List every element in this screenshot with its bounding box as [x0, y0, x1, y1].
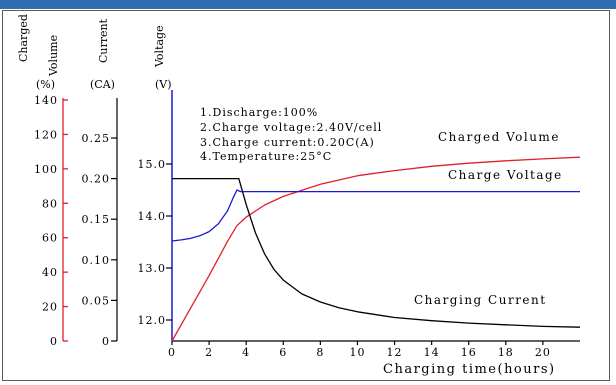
charged-tick-label: 140: [34, 94, 58, 107]
charged-tick-label: 60: [42, 232, 58, 245]
note-3: 3.Charge current:0.20C(A): [200, 136, 375, 149]
series-label-charged-volume: Charged Volume: [438, 130, 560, 144]
charged-tick-label: 20: [42, 301, 58, 314]
note-1: 1.Discharge:100%: [200, 106, 318, 119]
volume-axis-title: Volume: [47, 35, 60, 77]
charged-tick-label: 80: [42, 197, 58, 210]
voltage-tick-label: 12.0: [138, 314, 167, 327]
charged-tick-label: 120: [34, 128, 58, 141]
x-tick-label: 8: [316, 346, 324, 359]
current-tick-label: 0.05: [82, 294, 111, 307]
x-axis-label: Charging time(hours): [383, 362, 556, 377]
voltage-axis-unit: (V): [155, 78, 172, 91]
chart-panel: [2, 10, 610, 381]
current-tick-label: 0: [102, 335, 110, 348]
charged-tick-label: 100: [34, 163, 58, 176]
charged-tick-label: 40: [42, 266, 58, 279]
charge-voltage-line: [171, 189, 580, 242]
current-tick-label: 0.15: [82, 213, 111, 226]
charged-axis-unit: (%): [36, 78, 55, 91]
series-label-charging-current: Charging Current: [414, 293, 547, 307]
voltage-axis-title: Voltage: [153, 25, 166, 68]
charged-tick-label: 0: [50, 335, 58, 348]
text-layer: Charged Volume Current Voltage (%) (CA) …: [17, 14, 563, 377]
x-tick-label: 0: [168, 346, 176, 359]
charged-axis-title: Charged: [17, 14, 30, 62]
axes-layer: 02040608010012014000.050.100.150.200.251…: [34, 90, 580, 359]
x-tick-label: 2: [205, 346, 213, 359]
voltage-tick-label: 15.0: [138, 158, 167, 171]
x-tick-label: 16: [461, 346, 477, 359]
note-4: 4.Temperature:25°C: [200, 150, 332, 163]
header-bar: [0, 0, 616, 9]
x-tick-label: 14: [424, 346, 440, 359]
charged-volume-line: [171, 156, 581, 342]
series-layer: [171, 156, 581, 342]
current-tick-label: 0.25: [82, 132, 111, 145]
voltage-tick-label: 14.0: [138, 210, 167, 223]
current-tick-label: 0.10: [82, 254, 111, 267]
current-axis-unit: (CA): [90, 78, 115, 91]
x-tick-label: 12: [387, 346, 403, 359]
x-tick-label: 4: [242, 346, 250, 359]
x-tick-label: 18: [498, 346, 514, 359]
voltage-tick-label: 13.0: [138, 262, 167, 275]
note-2: 2.Charge voltage:2.40V/cell: [200, 121, 382, 134]
x-tick-label: 20: [535, 346, 551, 359]
charging-current-line: [172, 177, 581, 328]
series-label-charge-voltage: Charge Voltage: [448, 168, 563, 182]
x-tick-label: 6: [279, 346, 287, 359]
x-tick-label: 10: [349, 346, 365, 359]
current-tick-label: 0.20: [82, 173, 111, 186]
current-axis-title: Current: [97, 18, 110, 63]
